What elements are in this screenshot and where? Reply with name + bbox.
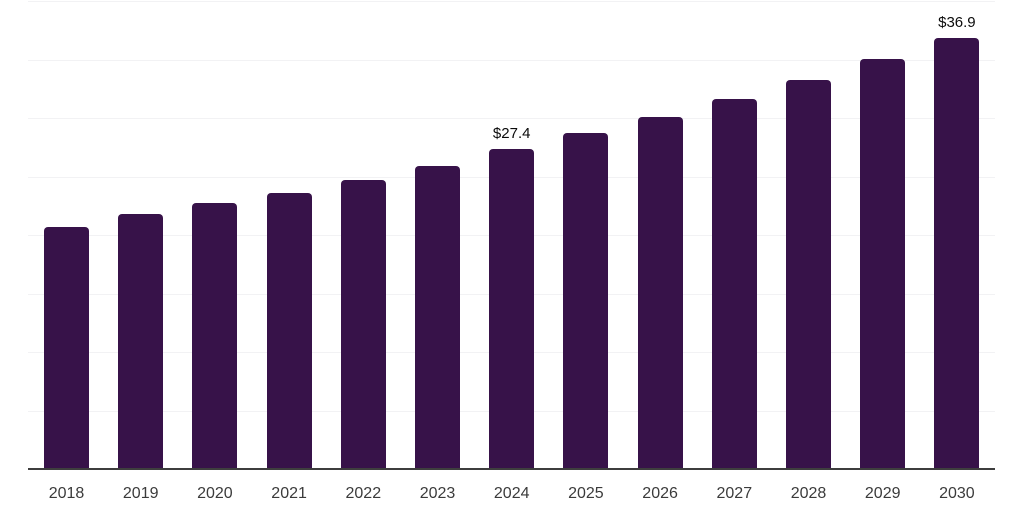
gridline-y-30 — [28, 118, 995, 119]
plot-area: $27.4 $36.9 — [28, 0, 995, 470]
x-tick-label-2029: 2029 — [864, 485, 901, 502]
x-tick-label-2020: 2020 — [197, 485, 233, 502]
x-axis-line — [28, 468, 995, 470]
x-tick-label-2025: 2025 — [568, 485, 604, 502]
bar-2020 — [192, 203, 238, 470]
x-tick-label-2027: 2027 — [716, 485, 753, 502]
gridline-y-35 — [28, 59, 995, 61]
bar-2022 — [340, 179, 386, 470]
bar-2024 — [489, 149, 535, 470]
x-tick-label-2026: 2026 — [642, 485, 678, 502]
bar-2026 — [637, 116, 683, 470]
bar-2027 — [711, 99, 757, 470]
bar-2019 — [118, 213, 164, 470]
bar-2025 — [563, 133, 609, 470]
bar-2018 — [44, 226, 89, 470]
x-tick-label-2021: 2021 — [271, 485, 307, 502]
bar-2030 — [934, 38, 980, 470]
bar-2023 — [415, 165, 460, 470]
x-tick-label-2024: 2024 — [493, 485, 530, 502]
bar-value-label-2030: $36.9 — [938, 14, 976, 32]
x-tick-label-2030: 2030 — [939, 485, 975, 502]
bar-2021 — [266, 192, 312, 470]
x-tick-label-2022: 2022 — [345, 485, 382, 502]
bar-2029 — [860, 59, 906, 470]
x-tick-label-2019: 2019 — [122, 485, 159, 502]
x-tick-label-2028: 2028 — [790, 485, 827, 502]
x-tick-label-2023: 2023 — [419, 485, 456, 502]
bar-2028 — [786, 80, 831, 470]
bar-value-label-2024: $27.4 — [492, 125, 531, 143]
x-tick-label-2018: 2018 — [48, 485, 85, 502]
gridline-y-40 — [28, 1, 995, 2]
